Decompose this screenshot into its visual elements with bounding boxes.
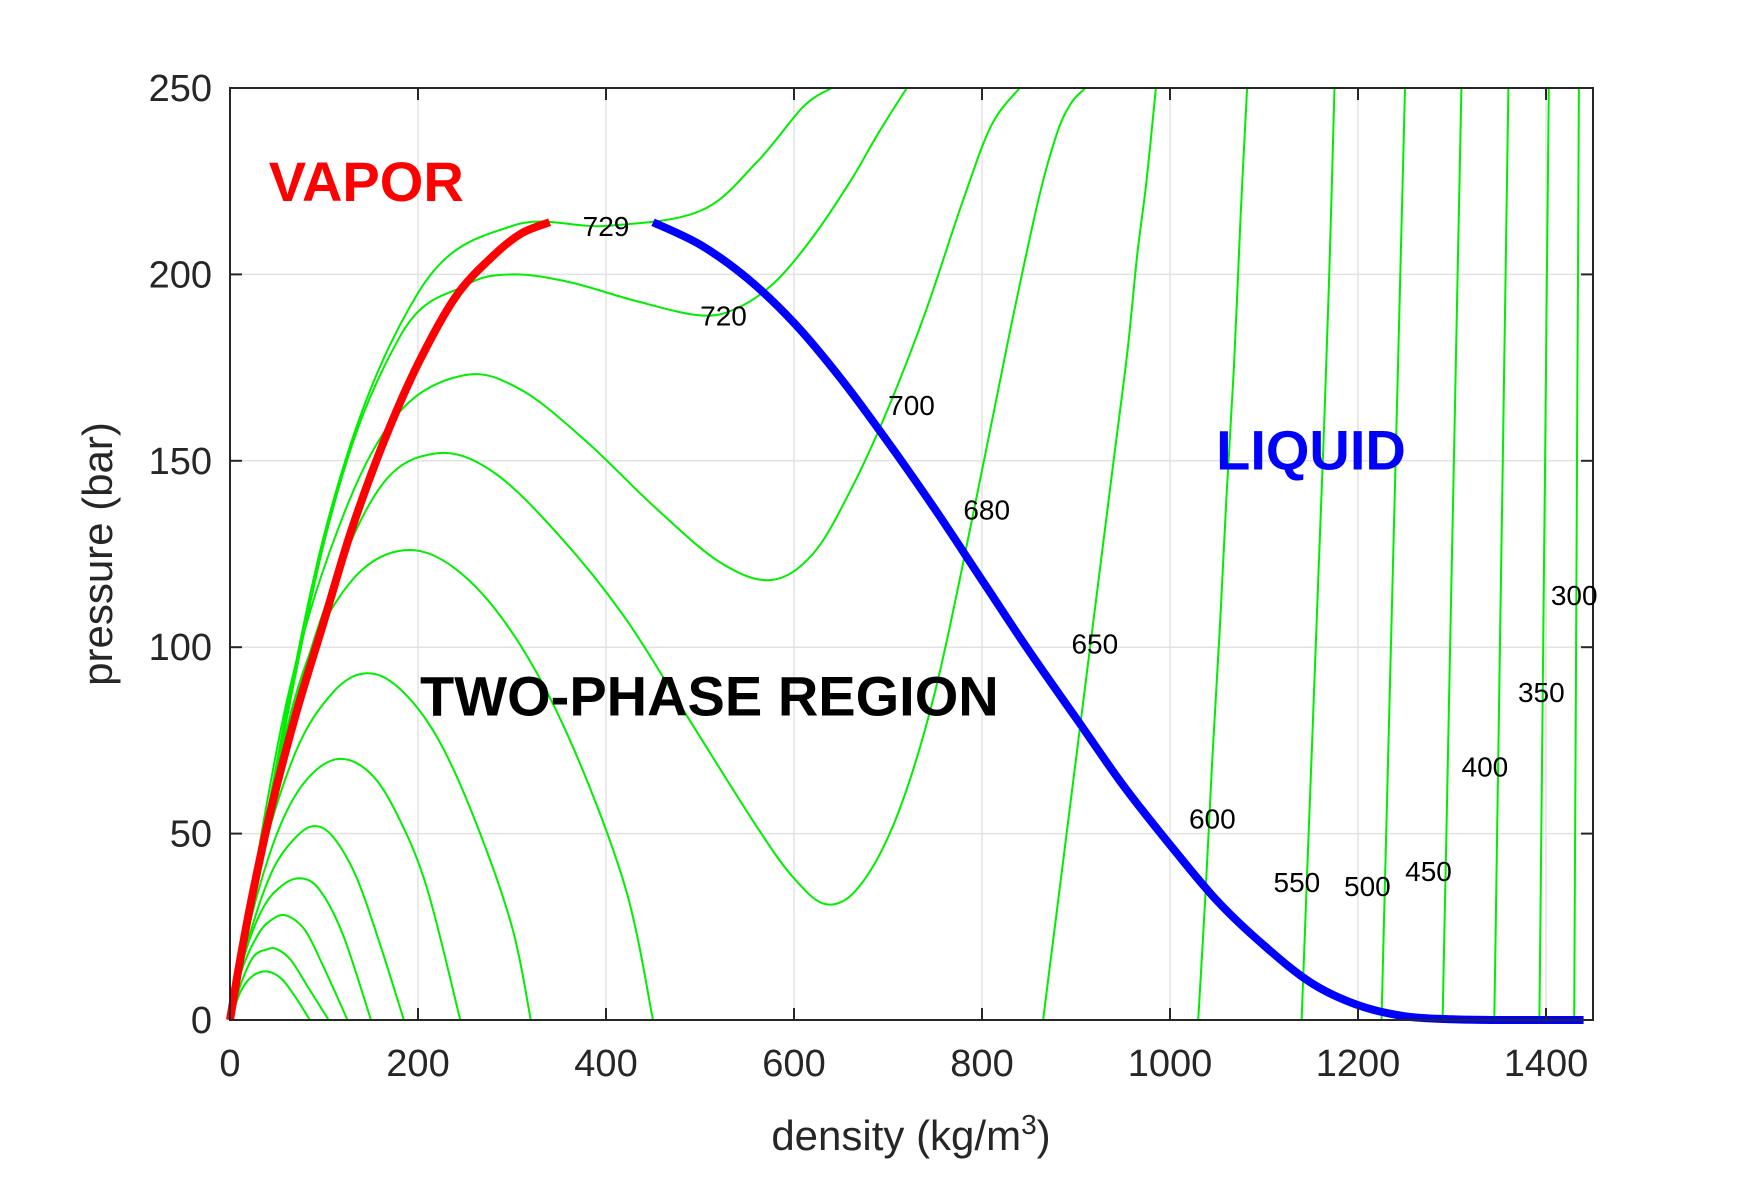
x-tick-label: 1200	[1316, 1043, 1401, 1085]
x-tick-label: 200	[386, 1043, 449, 1085]
y-axis-title: pressure (bar)	[74, 422, 121, 686]
x-tick-label: 600	[762, 1043, 825, 1085]
y-tick-label: 100	[149, 627, 212, 669]
region-label: LIQUID	[1216, 419, 1406, 482]
grid-lines	[229, 87, 1593, 1021]
isotherm-line	[1573, 87, 1580, 1021]
isotherm-line	[1538, 87, 1550, 1021]
isotherm-label: 400	[1462, 751, 1509, 782]
isotherm-line	[229, 87, 908, 1021]
x-axis-title: density (kg/m3)	[771, 1109, 1050, 1159]
x-tick-label: 1000	[1128, 1043, 1213, 1085]
x-tick-label: 400	[574, 1043, 637, 1085]
plot-area	[230, 88, 1593, 1020]
region-label: TWO-PHASE REGION	[420, 665, 999, 728]
isotherm-line	[229, 825, 405, 1021]
isotherm-label: 600	[1189, 804, 1236, 835]
x-tick-label: 1400	[1504, 1043, 1589, 1085]
isotherm-line	[1042, 87, 1157, 1021]
isotherm-line	[229, 87, 1021, 1021]
y-tick-label: 150	[149, 441, 212, 483]
y-tick-label: 250	[149, 68, 212, 110]
isotherm-label: 350	[1518, 677, 1565, 708]
isotherm-line	[1380, 87, 1406, 1021]
isotherm-line	[1197, 87, 1249, 1021]
y-tick-label: 50	[170, 814, 212, 856]
region-labels: VAPOR LIQUID TWO-PHASE REGION	[269, 150, 1406, 727]
isotherm-label: 300	[1551, 580, 1598, 611]
x-tick-label: 800	[950, 1043, 1013, 1085]
isotherm-line	[1441, 87, 1463, 1021]
isotherm-label: 450	[1405, 856, 1452, 887]
vapor-saturation-line	[226, 218, 552, 1021]
isotherm-curves	[229, 87, 1580, 1021]
curve-labels: 729 720 700 680 650 600 550 500 450 400 350 300	[583, 211, 1598, 902]
isotherm-line	[1493, 87, 1510, 1021]
isotherm-label: 700	[888, 390, 935, 421]
isotherm-label: 500	[1344, 871, 1391, 902]
isotherm-line	[229, 87, 1087, 1021]
isotherm-line	[229, 87, 833, 1021]
liquid-saturation-line	[651, 218, 1584, 1025]
plot-frame	[229, 87, 1594, 1021]
y-tick-label: 0	[191, 1000, 212, 1042]
axis-ticks: 0 200 400 600 800 1000 1200 1400 0 50 100 150 200 250	[149, 68, 1593, 1085]
saturation-curves	[226, 218, 1584, 1025]
y-tick-label: 200	[149, 254, 212, 296]
isotherm-label: 729	[583, 211, 630, 242]
isotherm-line	[229, 947, 330, 1021]
isotherm-line	[1300, 87, 1336, 1021]
region-label: VAPOR	[269, 150, 464, 213]
isotherm-label: 650	[1071, 628, 1118, 659]
isotherm-label: 720	[700, 300, 747, 331]
isotherm-label: 680	[963, 494, 1010, 525]
x-tick-label: 0	[219, 1043, 240, 1085]
isotherm-line	[229, 970, 311, 1021]
isotherm-label: 550	[1274, 867, 1321, 898]
